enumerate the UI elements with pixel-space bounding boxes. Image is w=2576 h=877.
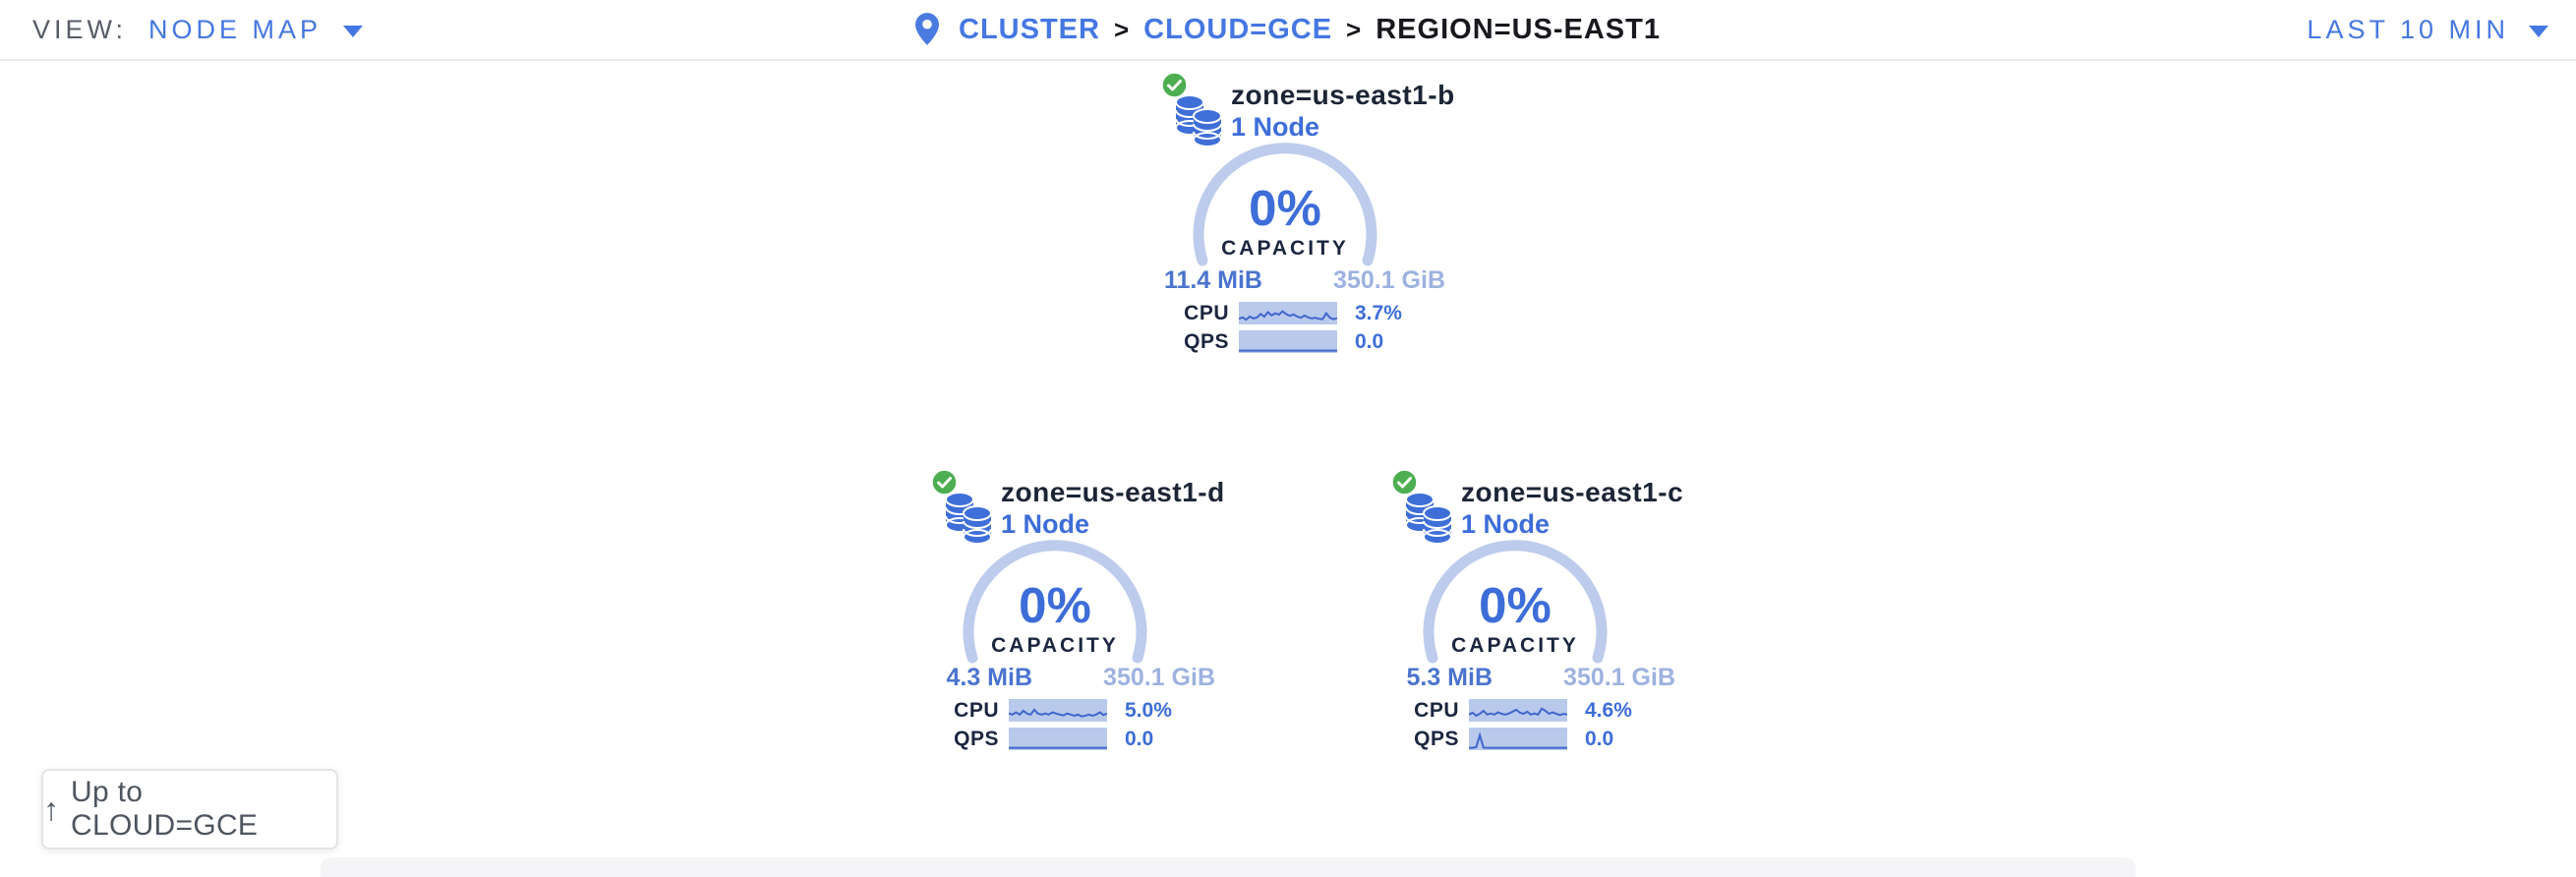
qps-metric-row: QPS 0.0 [1150, 330, 1447, 353]
healthy-status-icon [930, 468, 959, 497]
chevron-down-icon [343, 26, 364, 37]
cpu-value: 3.7% [1355, 301, 1402, 324]
zone-card-us-east1-b[interactable]: zone=us-east1-b 1 Node 0% CAPACITY 11.4 … [1150, 69, 1454, 423]
bottom-panel-edge [321, 857, 2136, 877]
cpu-value: 4.6% [1585, 698, 1632, 722]
zone-card-us-east1-c[interactable]: zone=us-east1-c 1 Node 0% CAPACITY 5.3 M… [1380, 466, 1683, 820]
breadcrumb-cloud-gce-link[interactable]: CLOUD=GCE [1143, 13, 1333, 45]
breadcrumb-separator: > [1113, 14, 1131, 44]
cpu-sparkline [1238, 302, 1338, 324]
cpu-sparkline [1008, 699, 1108, 722]
location-pin-icon [915, 12, 940, 45]
breadcrumb-cluster-link[interactable]: CLUSTER [959, 13, 1100, 45]
capacity-label: CAPACITY [1451, 634, 1579, 657]
qps-label: QPS [1414, 727, 1459, 750]
up-to-cloud-gce-button[interactable]: ↑ Up to CLOUD=GCE [41, 769, 338, 849]
capacity-total-value: 350.1 GiB [1563, 664, 1675, 691]
zone-node-count: 1 Node [1001, 509, 1090, 539]
capacity-label: CAPACITY [991, 634, 1119, 657]
capacity-total-value: 350.1 GiB [1333, 266, 1445, 294]
zone-node-count: 1 Node [1461, 509, 1551, 539]
capacity-range: 5.3 MiB 350.1 GiB [1380, 664, 1675, 692]
qps-sparkline [1239, 330, 1337, 353]
capacity-used-value: 5.3 MiB [1406, 664, 1493, 691]
cpu-metric-row: CPU 5.0% [920, 699, 1217, 722]
time-range-value: LAST 10 MIN [2307, 14, 2509, 44]
zone-title: zone=us-east1-c [1461, 477, 1684, 507]
up-button-label: Up to CLOUD=GCE [71, 776, 259, 842]
capacity-label: CAPACITY [1221, 237, 1349, 260]
view-selected-value: NODE MAP [148, 14, 322, 44]
capacity-used-value: 4.3 MiB [946, 664, 1032, 691]
qps-metric-row: QPS 0.0 [920, 728, 1217, 750]
breadcrumb-separator: > [1346, 14, 1363, 44]
qps-value: 0.0 [1585, 727, 1614, 750]
qps-metric-row: QPS 0.0 [1380, 728, 1677, 750]
healthy-status-icon [1160, 71, 1189, 99]
cpu-value: 5.0% [1125, 698, 1172, 722]
up-arrow-icon: ↑ [43, 790, 59, 827]
qps-label: QPS [1184, 329, 1229, 353]
capacity-range: 4.3 MiB 350.1 GiB [920, 664, 1215, 692]
time-range-selector[interactable]: LAST 10 MIN [2307, 0, 2548, 59]
capacity-range: 11.4 MiB 350.1 GiB [1150, 266, 1445, 295]
qps-sparkline [1009, 728, 1107, 750]
cpu-sparkline [1468, 699, 1568, 722]
zone-node-count: 1 Node [1231, 112, 1320, 142]
cpu-metric-row: CPU 3.7% [1150, 302, 1447, 324]
capacity-percentage: 0% [1019, 577, 1091, 633]
zone-title: zone=us-east1-b [1231, 80, 1455, 110]
cpu-label: CPU [1184, 301, 1229, 324]
database-nodes-icon [1405, 492, 1452, 544]
zone-title: zone=us-east1-d [1001, 477, 1225, 507]
chevron-down-icon [2529, 26, 2548, 37]
qps-sparkline [1469, 728, 1567, 750]
capacity-total-value: 350.1 GiB [1103, 664, 1215, 691]
cpu-label: CPU [954, 698, 999, 722]
top-bar: VIEW: NODE MAP CLUSTER > CLOUD=GCE > REG… [0, 0, 2576, 61]
capacity-used-value: 11.4 MiB [1163, 266, 1262, 294]
breadcrumb: CLUSTER > CLOUD=GCE > REGION=US-EAST1 [0, 0, 2576, 59]
capacity-percentage: 0% [1249, 180, 1321, 236]
healthy-status-icon [1390, 468, 1419, 497]
breadcrumb-current-region: REGION=US-EAST1 [1376, 13, 1661, 45]
qps-value: 0.0 [1355, 329, 1384, 353]
cpu-label: CPU [1414, 698, 1459, 722]
view-label: VIEW: [32, 14, 128, 44]
qps-value: 0.0 [1125, 727, 1154, 750]
database-nodes-icon [945, 492, 992, 544]
cpu-metric-row: CPU 4.6% [1380, 699, 1677, 722]
zone-card-us-east1-d[interactable]: zone=us-east1-d 1 Node 0% CAPACITY 4.3 M… [920, 466, 1224, 820]
view-selector-dropdown[interactable]: VIEW: NODE MAP [32, 0, 364, 59]
qps-label: QPS [954, 727, 999, 750]
database-nodes-icon [1175, 94, 1222, 146]
capacity-percentage: 0% [1479, 577, 1551, 633]
